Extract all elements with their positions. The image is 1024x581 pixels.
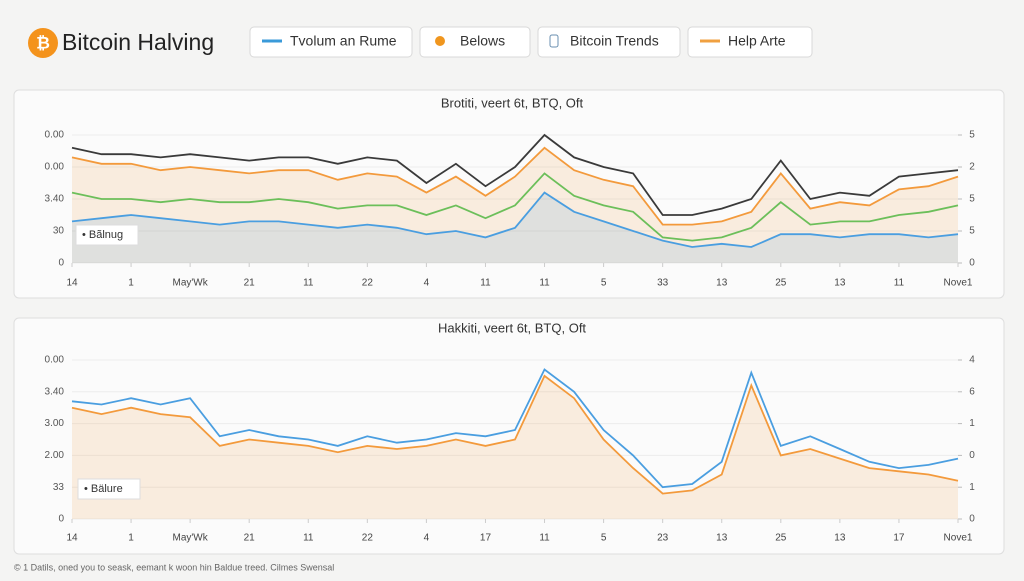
y2-tick-label: 1 — [969, 482, 975, 493]
x-tick-label: 4 — [424, 278, 430, 289]
x-tick-label: 11 — [480, 278, 491, 289]
y-tick-label: 33 — [53, 482, 65, 493]
x-tick-label: 13 — [716, 533, 728, 544]
x-tick-label: 11 — [539, 533, 550, 544]
tab[interactable] — [419, 26, 531, 58]
tab-label: Help Arte — [728, 33, 786, 49]
y2-tick-label: 5 — [969, 194, 975, 205]
legend-box — [77, 478, 141, 500]
chart-title: Hakkiti, veert 6t, BTQ, Oft — [438, 320, 586, 335]
y2-tick-label: 0 — [969, 258, 975, 269]
tab-label: Belows — [460, 33, 505, 49]
y-tick-label: 3.40 — [45, 386, 65, 397]
tab-icon — [549, 34, 559, 48]
x-tick-label: 14 — [66, 533, 78, 544]
x-tick-label: 33 — [657, 278, 669, 289]
x-tick-label: 17 — [893, 533, 905, 544]
x-tick-label: 11 — [303, 533, 314, 544]
x-tick-label: 4 — [424, 533, 430, 544]
x-tick-label: 13 — [834, 533, 846, 544]
legend-label: • Bälure — [84, 483, 123, 495]
tab-label: Tvolum an Rume — [290, 33, 397, 49]
x-tick-label: 25 — [775, 278, 787, 289]
x-tick-label: Nove1 — [944, 533, 973, 544]
y2-tick-label: 0 — [969, 514, 975, 525]
tab-label: Bitcoin Trends — [570, 33, 659, 49]
x-tick-label: 23 — [657, 533, 669, 544]
x-tick-label: 5 — [601, 533, 607, 544]
panel — [13, 317, 1005, 555]
y-tick-label: 3.00 — [45, 418, 65, 429]
line — [71, 191, 959, 248]
y2-tick-label: 1 — [969, 418, 975, 429]
line — [71, 172, 959, 242]
tab[interactable] — [687, 26, 813, 58]
line — [71, 146, 959, 226]
line — [71, 133, 959, 216]
y2-tick-label: 6 — [969, 386, 975, 397]
legend-label: • Bãlnug — [82, 229, 123, 241]
area — [72, 375, 958, 519]
legend-box — [75, 224, 139, 246]
y-tick-label: 0.00 — [45, 130, 65, 141]
tab[interactable] — [249, 26, 413, 58]
x-tick-label: 5 — [601, 278, 607, 289]
y2-tick-label: 0 — [969, 450, 975, 461]
y-tick-label: 0.00 — [45, 162, 65, 173]
tab-icon — [435, 36, 445, 46]
tab[interactable] — [537, 26, 681, 58]
line — [71, 374, 959, 495]
x-tick-label: 1 — [128, 533, 134, 544]
panel — [13, 89, 1005, 299]
app-title: Bitcoin Halving — [62, 29, 214, 55]
y2-tick-label: 5 — [969, 130, 975, 141]
x-tick-label: 11 — [303, 278, 314, 289]
chart-title: Brotiti, veert 6t, BTQ, Oft — [441, 95, 584, 110]
line — [71, 368, 959, 489]
y-tick-label: 0 — [58, 258, 64, 269]
x-tick-label: 13 — [834, 278, 846, 289]
x-tick-label: May'Wk — [173, 278, 209, 289]
x-tick-label: 25 — [775, 533, 787, 544]
y-tick-label: 0 — [58, 514, 64, 525]
x-tick-label: 11 — [894, 278, 905, 289]
y2-tick-label: 4 — [969, 355, 975, 366]
x-tick-label: 21 — [244, 533, 256, 544]
x-tick-label: 22 — [362, 278, 374, 289]
x-tick-label: 1 — [128, 278, 134, 289]
x-tick-label: May'Wk — [173, 533, 209, 544]
footer: © 1 Datils, oned you to seask, eemant k … — [14, 562, 334, 572]
y-tick-label: 2.00 — [45, 450, 65, 461]
logo: ₿ — [36, 33, 50, 52]
x-tick-label: Nove1 — [944, 278, 973, 289]
x-tick-label: 21 — [244, 278, 256, 289]
x-tick-label: 13 — [716, 278, 728, 289]
x-tick-label: 11 — [539, 278, 550, 289]
y-tick-label: 30 — [53, 226, 65, 237]
y2-tick-label: 5 — [969, 226, 975, 237]
x-tick-label: 22 — [362, 533, 374, 544]
y-tick-label: 0.00 — [45, 355, 65, 366]
logo-circle — [28, 28, 58, 58]
x-tick-label: 14 — [66, 278, 78, 289]
x-tick-label: 17 — [480, 533, 492, 544]
y2-tick-label: 2 — [969, 162, 975, 173]
y-tick-label: 3.40 — [45, 194, 65, 205]
